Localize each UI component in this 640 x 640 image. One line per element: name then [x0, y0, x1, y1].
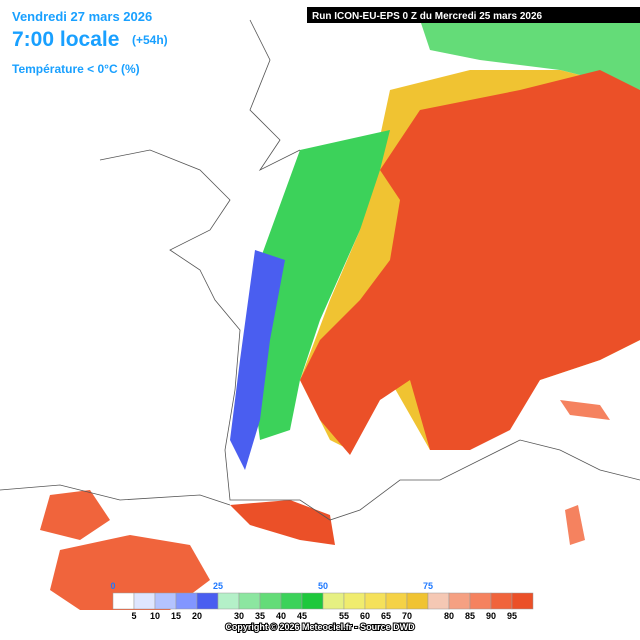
legend-swatch: [196, 592, 219, 610]
legend-swatch: [427, 592, 450, 610]
area-spain-south: [50, 535, 210, 610]
legend-minor-label: 55: [339, 611, 349, 621]
legend-minor-label: 90: [486, 611, 496, 621]
coastline-france: [99, 149, 640, 521]
legend-minor-label: 45: [297, 611, 307, 621]
legend-swatch: [364, 592, 387, 610]
coastlines: [0, 19, 640, 521]
area-red-east: [300, 70, 640, 455]
forecast-date: Vendredi 27 mars 2026: [12, 9, 152, 24]
area-blue-west: [230, 250, 285, 470]
run-banner: [307, 7, 640, 23]
area-green-west: [250, 130, 390, 440]
legend: 0 25 50 75 5 10 15 20 30 35 40 45 55 60 65 70 80 85 90 95: [110, 581, 534, 621]
legend-swatch: [343, 592, 366, 610]
run-info: Run ICON-EU-EPS 0 Z du Mercredi 25 mars …: [312, 11, 543, 22]
area-spain-north: [40, 490, 110, 540]
copyright: Copyright © 2026 Meteociel.fr - Source D…: [225, 622, 415, 632]
legend-minor-label: 35: [255, 611, 265, 621]
parameter: Température < 0°C (%): [12, 62, 140, 76]
legend-major-label: 25: [213, 581, 223, 591]
coastline-spain: [0, 484, 231, 506]
legend-swatch: [490, 592, 513, 610]
legend-swatch: [154, 592, 177, 610]
legend-swatch: [280, 592, 303, 610]
legend-swatch: [406, 592, 429, 610]
legend-minor-label: 65: [381, 611, 391, 621]
legend-swatch: [133, 592, 156, 610]
legend-swatch: [448, 592, 471, 610]
legend-minor-label: 5: [131, 611, 136, 621]
legend-minor-label: 30: [234, 611, 244, 621]
lead-time: (+54h): [132, 33, 168, 47]
area-pyrenees: [230, 500, 335, 545]
legend-swatch: [322, 592, 345, 610]
legend-swatch: [217, 592, 240, 610]
legend-swatch: [175, 592, 198, 610]
legend-minor-label: 15: [171, 611, 181, 621]
area-corsica: [565, 505, 585, 545]
legend-major-label: 50: [318, 581, 328, 591]
legend-swatch: [385, 592, 408, 610]
legend-minor-label: 40: [276, 611, 286, 621]
legend-swatch: [112, 592, 135, 610]
legend-minor-label: 95: [507, 611, 517, 621]
area-green-north: [420, 20, 640, 90]
coastline-england: [249, 19, 301, 172]
precip-field: [40, 20, 640, 610]
legend-minor-label: 20: [192, 611, 202, 621]
legend-major-label: 75: [423, 581, 433, 591]
legend-minor-label: 70: [402, 611, 412, 621]
legend-swatch: [238, 592, 261, 610]
legend-major-label: 0: [110, 581, 115, 591]
area-italy: [560, 400, 610, 420]
legend-swatch: [301, 592, 324, 610]
legend-minor-label: 10: [150, 611, 160, 621]
legend-swatch: [259, 592, 282, 610]
legend-minor-label: 80: [444, 611, 454, 621]
legend-swatch: [469, 592, 492, 610]
legend-swatch: [511, 592, 534, 610]
forecast-time: 7:00 locale: [12, 28, 119, 51]
legend-minor-label: 60: [360, 611, 370, 621]
legend-minor-label: 85: [465, 611, 475, 621]
